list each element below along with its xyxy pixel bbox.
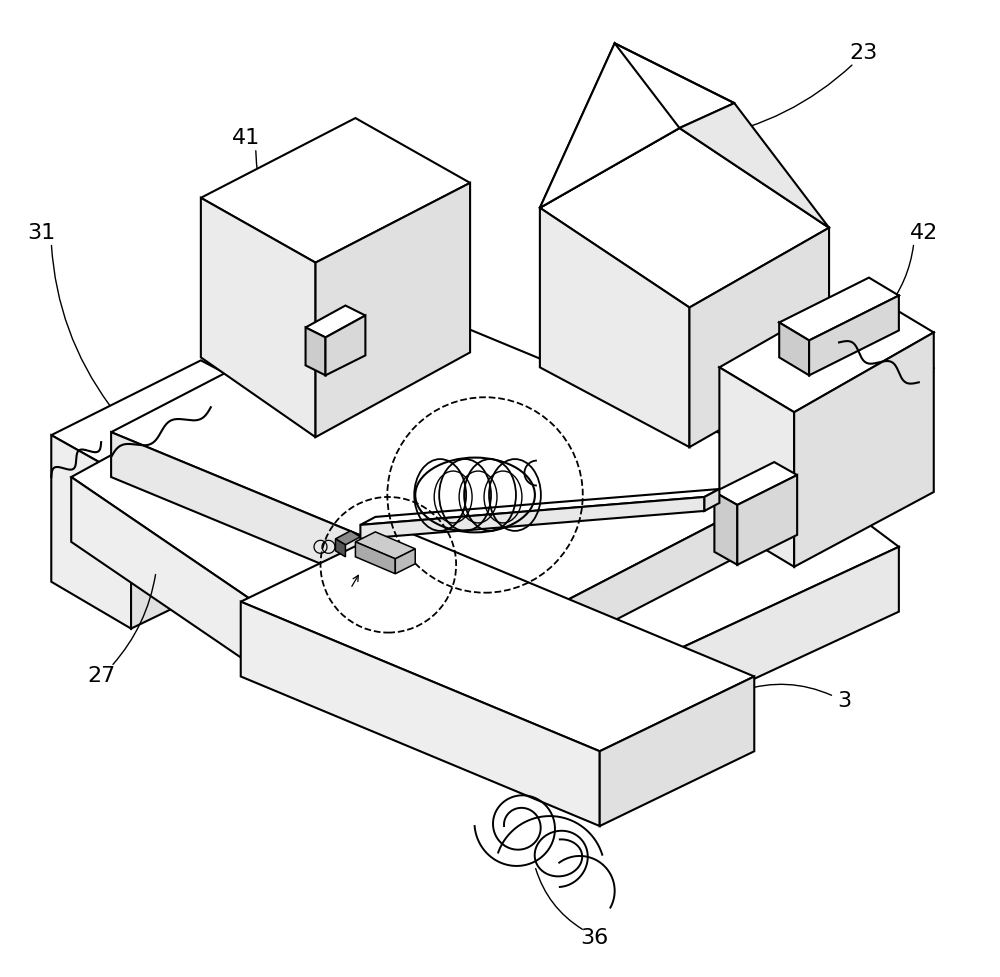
Polygon shape xyxy=(704,489,719,511)
Polygon shape xyxy=(201,197,316,437)
Polygon shape xyxy=(355,542,395,573)
Polygon shape xyxy=(600,676,754,826)
Polygon shape xyxy=(241,602,600,826)
Polygon shape xyxy=(779,322,809,375)
Polygon shape xyxy=(201,118,470,263)
Polygon shape xyxy=(71,308,899,676)
Polygon shape xyxy=(335,539,345,557)
Polygon shape xyxy=(540,208,689,447)
Polygon shape xyxy=(714,492,737,565)
Polygon shape xyxy=(51,361,286,480)
Text: 3: 3 xyxy=(837,692,851,711)
Polygon shape xyxy=(395,549,415,573)
Polygon shape xyxy=(540,43,734,208)
Polygon shape xyxy=(131,405,286,628)
Text: 31: 31 xyxy=(27,223,55,242)
Polygon shape xyxy=(306,306,365,337)
Polygon shape xyxy=(540,128,829,308)
Polygon shape xyxy=(360,497,704,539)
Polygon shape xyxy=(545,472,814,657)
Polygon shape xyxy=(679,104,829,228)
Polygon shape xyxy=(111,432,545,657)
Polygon shape xyxy=(719,367,794,567)
Polygon shape xyxy=(291,626,620,742)
Polygon shape xyxy=(809,296,899,375)
Text: 27: 27 xyxy=(87,666,115,687)
Text: B: B xyxy=(353,692,368,711)
Text: 41: 41 xyxy=(232,128,260,148)
Polygon shape xyxy=(335,531,360,545)
Polygon shape xyxy=(325,316,365,375)
Text: 4: 4 xyxy=(922,358,936,377)
Polygon shape xyxy=(714,462,797,505)
Polygon shape xyxy=(51,435,131,628)
Polygon shape xyxy=(540,43,679,208)
Polygon shape xyxy=(111,292,814,612)
Polygon shape xyxy=(620,547,899,742)
Polygon shape xyxy=(689,228,829,447)
Polygon shape xyxy=(71,477,291,692)
Polygon shape xyxy=(779,277,899,340)
Text: A: A xyxy=(303,522,318,542)
Text: 42: 42 xyxy=(910,223,938,242)
Polygon shape xyxy=(355,531,415,559)
Polygon shape xyxy=(737,475,797,565)
Polygon shape xyxy=(360,489,719,525)
Polygon shape xyxy=(306,327,325,375)
Polygon shape xyxy=(794,332,934,567)
Polygon shape xyxy=(241,527,754,751)
Text: 36: 36 xyxy=(581,928,609,948)
Polygon shape xyxy=(719,287,934,412)
Polygon shape xyxy=(316,183,470,437)
Text: 23: 23 xyxy=(850,43,878,64)
